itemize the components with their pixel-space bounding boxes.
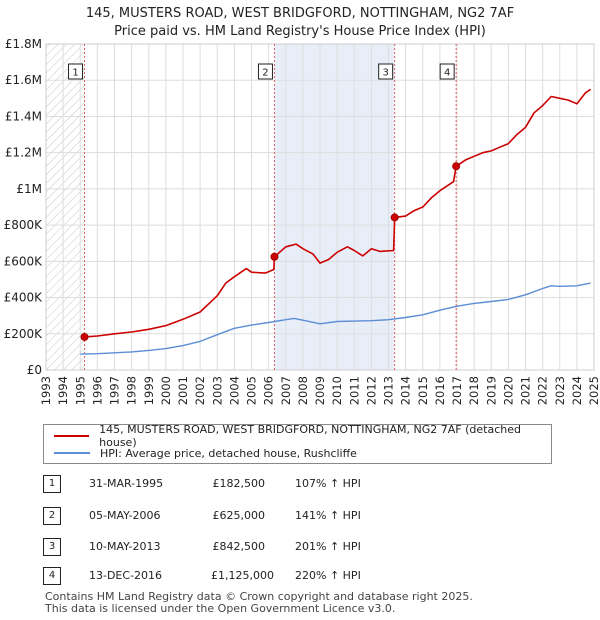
x-tick-label: 1997 [108, 376, 122, 405]
x-tick-label: 2013 [382, 376, 396, 405]
transaction-number: 3 [43, 538, 61, 556]
transaction-hpi: 107% ↑ HPI [295, 477, 361, 490]
x-tick-label: 1999 [142, 376, 156, 405]
transaction-date: 13-DEC-2016 [89, 569, 163, 582]
x-tick-label: 2012 [364, 376, 378, 405]
x-tick-label: 2002 [193, 376, 207, 405]
x-tick-label: 2004 [227, 376, 241, 405]
x-tick-label: 2019 [484, 376, 498, 405]
transaction-hpi: 220% ↑ HPI [295, 569, 361, 582]
y-tick-label: £1.2M [5, 146, 42, 160]
x-tick-label: 1998 [125, 376, 139, 405]
transaction-number: 4 [43, 567, 61, 585]
transaction-price: £842,500 [212, 540, 266, 553]
x-tick-label: 2010 [330, 376, 344, 405]
legend-label-property: 145, MUSTERS ROAD, WEST BRIDGFORD, NOTTI… [99, 423, 521, 449]
sale-marker-label: 3 [382, 68, 388, 79]
legend-item-hpi: HPI: Average price, detached house, Rush… [54, 445, 357, 461]
sale-point [390, 213, 399, 222]
x-tick-label: 2015 [416, 376, 430, 405]
transaction-hpi: 201% ↑ HPI [295, 540, 361, 553]
x-tick-label: 2025 [587, 376, 600, 405]
footer-copyright: Contains HM Land Registry data © Crown c… [45, 590, 473, 603]
y-tick-label: £600K [4, 254, 44, 268]
legend-swatch-hpi [54, 452, 90, 454]
hpi-line [80, 282, 591, 355]
x-tick-label: 2018 [467, 376, 481, 405]
x-tick-label: 2011 [347, 376, 361, 405]
sale-marker-box [68, 63, 84, 80]
sale-marker-box [257, 63, 273, 80]
x-tick-label: 2005 [245, 376, 259, 405]
x-tick-label: 2021 [519, 376, 533, 405]
y-tick-label: £800K [4, 218, 44, 232]
x-tick-label: 2001 [176, 376, 190, 405]
x-tick-label: 1994 [56, 376, 70, 405]
footer-license: This data is licensed under the Open Gov… [45, 602, 396, 615]
sale-marker-box [439, 63, 455, 80]
x-tick-label: 2003 [210, 376, 224, 405]
y-tick-label: £0 [27, 363, 42, 377]
transaction-price: £1,125,000 [211, 569, 274, 582]
transaction-number: 2 [43, 507, 61, 525]
legend-swatch-property [54, 435, 90, 437]
chart-title-line1: 145, MUSTERS ROAD, WEST BRIDGFORD, NOTTI… [85, 6, 515, 21]
sale-marker-box [378, 63, 394, 80]
transaction-price: £625,000 [212, 509, 266, 522]
transaction-price: £182,500 [212, 477, 266, 490]
hatched-region [46, 44, 85, 370]
property-price-line [84, 88, 592, 338]
sale-marker-label: 1 [72, 68, 78, 79]
plot-frame [45, 43, 595, 371]
x-tick-label: 1993 [39, 376, 53, 405]
chart-title-line2: Price paid vs. HM Land Registry's House … [114, 24, 486, 39]
x-tick-label: 2017 [450, 376, 464, 405]
shaded-period [274, 44, 395, 370]
y-tick-label: £200K [4, 327, 44, 341]
sale-marker-label: 4 [444, 68, 450, 79]
x-tick-label: 2023 [553, 376, 567, 405]
chart-legend: 145, MUSTERS ROAD, WEST BRIDGFORD, NOTTI… [43, 423, 552, 464]
y-tick-label: £1.8M [5, 37, 42, 51]
legend-item-property: 145, MUSTERS ROAD, WEST BRIDGFORD, NOTTI… [54, 423, 551, 449]
sale-marker-label: 2 [262, 68, 268, 79]
y-tick-label: £1.6M [5, 73, 42, 87]
legend-label-hpi: HPI: Average price, detached house, Rush… [100, 446, 357, 460]
y-tick-label: £400K [4, 291, 44, 305]
transaction-number: 1 [43, 475, 61, 493]
x-tick-label: 2020 [501, 376, 515, 405]
x-tick-label: 2007 [279, 376, 293, 405]
y-tick-label: £1.4M [5, 109, 42, 123]
sale-point [270, 252, 279, 261]
y-tick-label: £1M [16, 182, 42, 196]
x-tick-label: 1995 [73, 376, 87, 405]
transaction-date: 31-MAR-1995 [89, 477, 164, 490]
sale-point [80, 332, 89, 341]
x-tick-label: 2006 [262, 376, 276, 405]
x-tick-label: 2024 [570, 376, 584, 405]
x-tick-label: 2008 [296, 376, 310, 405]
x-tick-label: 2000 [159, 376, 173, 405]
x-tick-label: 1996 [90, 376, 104, 405]
x-tick-label: 2016 [433, 376, 447, 405]
transaction-hpi: 141% ↑ HPI [295, 509, 361, 522]
sale-point [452, 162, 461, 171]
price-chart: £0 £200K £400K £600K £800K £1M £1.2M £1.4M £1.6M… [4, 37, 600, 405]
transaction-date: 05-MAY-2006 [89, 509, 161, 522]
x-tick-label: 2009 [313, 376, 327, 405]
x-tick-label: 2014 [399, 376, 413, 405]
transaction-date: 10-MAY-2013 [89, 540, 161, 553]
x-tick-label: 2022 [536, 376, 550, 405]
